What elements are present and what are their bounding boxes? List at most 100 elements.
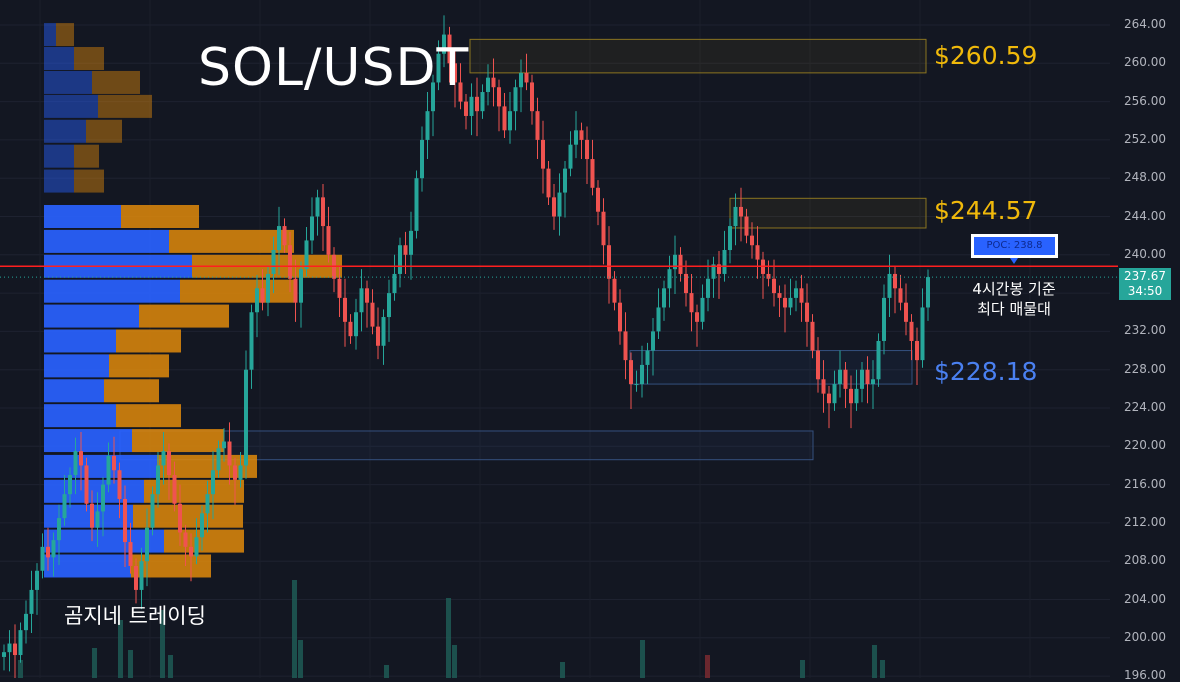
candle-down (447, 34, 452, 64)
candle-up (51, 540, 56, 558)
candle-up (876, 340, 881, 380)
axis-tick-label: 240.00 (1124, 246, 1166, 261)
candle-up (150, 494, 155, 528)
volume-bar (800, 660, 805, 678)
candle-down (189, 546, 193, 557)
candle-down (755, 245, 760, 260)
vp-bar-sell (74, 169, 104, 193)
volume-bar (560, 662, 565, 678)
candle-up (200, 513, 204, 538)
candle-down (491, 77, 496, 88)
axis-tick-label: 216.00 (1124, 476, 1166, 491)
vp-bar-buy (44, 94, 98, 118)
candle-up (95, 511, 100, 528)
level-zone (629, 350, 913, 385)
candle-up (634, 384, 639, 386)
volume-bar (452, 645, 457, 678)
candle-down (552, 197, 556, 217)
candle-down (717, 264, 721, 274)
candle-down (502, 106, 507, 131)
candle-down (816, 350, 820, 380)
candle-up (2, 652, 6, 657)
candle-up (310, 216, 314, 241)
candle-up (860, 369, 864, 389)
candle-up (387, 293, 391, 318)
candle-down (541, 139, 545, 169)
candle-up (700, 297, 705, 322)
candle-down (343, 297, 347, 322)
axis-tick-label: 232.00 (1124, 323, 1166, 338)
candle-down (13, 643, 17, 656)
axis-tick-label: 248.00 (1124, 170, 1166, 185)
level-label-260: $260.59 (934, 41, 1038, 70)
vp-bar-buy (44, 329, 116, 353)
candle-down (321, 197, 325, 227)
axis-tick-label: 212.00 (1124, 514, 1166, 529)
candle-up (519, 72, 523, 88)
candle-up (299, 269, 303, 303)
vp-bar-buy (44, 529, 164, 553)
poc-annotation-line2: 최다 매물대 (977, 300, 1051, 318)
candle-down (464, 101, 468, 116)
candle-up (139, 561, 144, 590)
candle-down (365, 288, 369, 303)
axis-tick-label: 220.00 (1124, 438, 1166, 453)
candle-down (233, 465, 237, 480)
candle-down (178, 503, 182, 533)
axis-tick-label: 256.00 (1124, 93, 1166, 108)
candle-up (145, 527, 149, 562)
candle-down (607, 245, 611, 279)
level-label-244: $244.57 (934, 196, 1038, 225)
volume-bar (92, 648, 97, 678)
candle-up (920, 307, 925, 361)
candle-down (772, 278, 776, 294)
vp-bar-sell (121, 205, 199, 228)
candle-down (849, 388, 853, 404)
volume-bar (160, 610, 165, 678)
candle-down (90, 503, 94, 528)
candle-up (871, 379, 875, 385)
vp-bar-buy (44, 454, 157, 478)
candle-down (546, 168, 551, 198)
candle-up (480, 92, 485, 112)
candle-down (612, 278, 617, 303)
vp-bar-sell (109, 354, 169, 378)
vp-bar-sell (133, 504, 243, 528)
candle-down (84, 465, 89, 504)
candle-up (563, 168, 567, 193)
level-zone (469, 38, 927, 74)
candle-down (326, 226, 331, 255)
candle-up (238, 465, 243, 480)
candle-down (134, 565, 138, 590)
vp-bar-buy (44, 354, 109, 378)
volume-bar (298, 640, 303, 678)
vp-bar-buy (44, 554, 131, 578)
watermark: 곰지네 트레이딩 (64, 604, 206, 628)
candle-down (123, 498, 127, 543)
poc-annotation-line1: 4시간봉 기준 (972, 280, 1056, 298)
vp-bar-buy (44, 429, 132, 453)
candle-down (805, 302, 809, 322)
candle-down (750, 235, 754, 246)
vp-bar-sell (98, 94, 152, 118)
candle-up (469, 96, 474, 116)
volume-bar (640, 640, 645, 678)
axis-tick-label: 228.00 (1124, 361, 1166, 376)
axis-tick-label: 200.00 (1124, 629, 1166, 644)
vp-bar-sell (56, 23, 74, 47)
volume-bar (292, 580, 297, 678)
candle-down (695, 312, 699, 322)
candle-down (403, 245, 408, 255)
level-label-228: $228.18 (934, 357, 1038, 386)
candle-down (337, 278, 342, 298)
candle-down (821, 379, 826, 394)
candle-down (585, 139, 589, 160)
candle-down (524, 72, 529, 83)
vp-bar-buy (44, 279, 180, 303)
poc-badge: POC: 238.8 (971, 234, 1058, 258)
axis-tick-label: 264.00 (1124, 17, 1166, 31)
candle-down (46, 546, 50, 558)
axis-tick-label: 252.00 (1124, 131, 1166, 146)
candle-up (436, 53, 441, 83)
